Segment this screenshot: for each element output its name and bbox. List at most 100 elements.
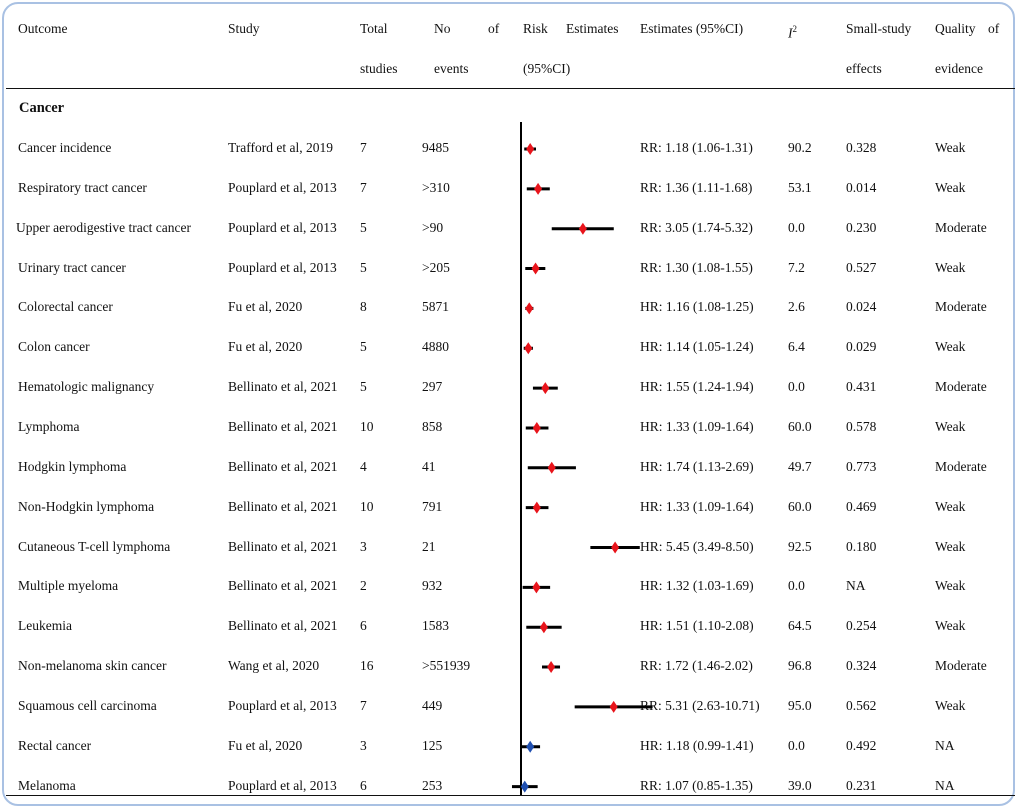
cell-total: 6 bbox=[360, 618, 367, 634]
cell-quality: Weak bbox=[935, 140, 966, 155]
cell-outcome: Colorectal cancer bbox=[18, 299, 113, 315]
cell-quality: NA bbox=[935, 777, 955, 793]
estimate-marker bbox=[534, 182, 543, 195]
cell-i2: 6.4 bbox=[788, 339, 805, 355]
cell-outcome: Respiratory tract cancer bbox=[18, 179, 147, 195]
cell-study: Pouplard et al, 2013 bbox=[228, 697, 337, 713]
cell-quality: Weak bbox=[935, 498, 966, 514]
cell-quality: Moderate bbox=[935, 458, 987, 474]
cell-total: 8 bbox=[360, 299, 367, 315]
cell-i2: 60.0 bbox=[788, 418, 812, 434]
cell-outcome: Multiple myeloma bbox=[18, 578, 119, 594]
cell-estimate: HR: 1.33 (1.09-1.64) bbox=[640, 498, 754, 514]
header-risk-estimates: Estimates bbox=[566, 21, 619, 36]
cell-events: >310 bbox=[422, 179, 450, 195]
forest-point bbox=[525, 501, 549, 514]
cell-outcome: Non-melanoma skin cancer bbox=[18, 658, 167, 674]
cell-quality: Weak bbox=[935, 179, 966, 195]
header-outcome: Outcome bbox=[18, 21, 68, 36]
cell-estimate: HR: 1.18 (0.99-1.41) bbox=[640, 737, 754, 753]
cell-i2: 49.7 bbox=[788, 458, 812, 474]
cell-study: Bellinato et al, 2021 bbox=[228, 578, 338, 594]
cell-estimate: RR: 1.36 (1.11-1.68) bbox=[640, 179, 753, 195]
estimate-marker bbox=[526, 143, 535, 155]
header-risk: Risk bbox=[523, 21, 548, 36]
section-label: Cancer bbox=[19, 100, 65, 116]
forest-point bbox=[526, 621, 562, 634]
cell-i2: 0.0 bbox=[788, 219, 805, 235]
cell-i2: 96.8 bbox=[788, 658, 812, 674]
cell-quality: NA bbox=[935, 737, 955, 753]
cell-estimate: RR: 3.05 (1.74-5.32) bbox=[640, 219, 753, 235]
cell-study: Wang et al, 2020 bbox=[228, 658, 320, 674]
cell-events: 125 bbox=[422, 737, 443, 753]
cell-total: 16 bbox=[360, 658, 374, 674]
cell-outcome: Non-Hodgkin lymphoma bbox=[18, 498, 155, 514]
cell-events: 5871 bbox=[422, 299, 449, 315]
cell-small-study: 0.254 bbox=[846, 618, 877, 634]
cell-i2: 90.2 bbox=[788, 140, 812, 155]
cell-small-study: 0.527 bbox=[846, 259, 877, 275]
cell-small-study: 0.562 bbox=[846, 697, 877, 713]
cell-quality: Weak bbox=[935, 578, 966, 594]
estimate-marker bbox=[547, 661, 556, 674]
forest-point bbox=[526, 182, 550, 195]
forest-point bbox=[527, 461, 576, 474]
cell-study: Bellinato et al, 2021 bbox=[228, 618, 338, 634]
header-quality-of: of bbox=[988, 21, 1000, 36]
cell-events: 1583 bbox=[422, 618, 449, 634]
cell-events: 932 bbox=[422, 578, 443, 594]
header-events-line2: events bbox=[434, 61, 469, 76]
cell-estimate: HR: 1.32 (1.03-1.69) bbox=[640, 578, 754, 594]
cell-total: 5 bbox=[360, 339, 367, 355]
cell-outcome: Leukemia bbox=[18, 618, 72, 634]
forest-point bbox=[522, 581, 551, 594]
cell-i2: 39.0 bbox=[788, 777, 812, 793]
header-quality: Quality bbox=[935, 21, 976, 36]
cell-quality: Weak bbox=[935, 418, 966, 434]
cell-quality: Moderate bbox=[935, 299, 987, 315]
forest-point bbox=[520, 740, 541, 753]
cell-outcome: Melanoma bbox=[18, 777, 76, 793]
cell-small-study: 0.469 bbox=[846, 498, 877, 514]
header-events-of: of bbox=[488, 21, 500, 36]
cell-total: 3 bbox=[360, 737, 367, 753]
cell-events: 21 bbox=[422, 538, 436, 554]
cell-i2: 64.5 bbox=[788, 618, 812, 634]
cell-small-study: 0.324 bbox=[846, 658, 877, 674]
forest-point bbox=[525, 421, 549, 434]
bottom-rule bbox=[6, 795, 1015, 796]
estimate-marker bbox=[531, 262, 540, 275]
cell-i2: 0.0 bbox=[788, 379, 805, 395]
header-risk-ci: (95%CI) bbox=[523, 61, 571, 76]
cell-total: 4 bbox=[360, 458, 367, 474]
cell-i2: 0.0 bbox=[788, 578, 805, 594]
cell-outcome: Urinary tract cancer bbox=[18, 259, 126, 275]
cell-study: Bellinato et al, 2021 bbox=[228, 418, 338, 434]
cell-estimate: HR: 1.55 (1.24-1.94) bbox=[640, 379, 754, 395]
forest-point bbox=[525, 302, 534, 315]
cell-quality: Weak bbox=[935, 259, 966, 275]
header-quality-line2: evidence bbox=[935, 61, 983, 76]
header-small-study-line2: effects bbox=[846, 61, 882, 76]
header-rule bbox=[6, 88, 1015, 89]
cell-i2: 0.0 bbox=[788, 737, 805, 753]
cell-total: 3 bbox=[360, 538, 367, 554]
cell-events: >205 bbox=[422, 259, 450, 275]
cell-study: Bellinato et al, 2021 bbox=[228, 538, 338, 554]
forest-point bbox=[525, 262, 546, 275]
cell-small-study: 0.180 bbox=[846, 538, 877, 554]
estimate-marker bbox=[609, 700, 618, 713]
cell-study: Pouplard et al, 2013 bbox=[228, 259, 337, 275]
header-small-study: Small-study bbox=[846, 21, 912, 36]
header-total-line1: Total bbox=[360, 21, 388, 36]
cell-quality: Moderate bbox=[935, 219, 987, 235]
cell-total: 5 bbox=[360, 379, 367, 395]
cell-small-study: NA bbox=[846, 578, 866, 594]
cell-events: >551939 bbox=[422, 658, 471, 674]
cell-quality: Weak bbox=[935, 339, 966, 355]
cell-quality: Weak bbox=[935, 538, 966, 554]
cell-study: Bellinato et al, 2021 bbox=[228, 498, 338, 514]
cell-study: Fu et al, 2020 bbox=[228, 737, 303, 753]
